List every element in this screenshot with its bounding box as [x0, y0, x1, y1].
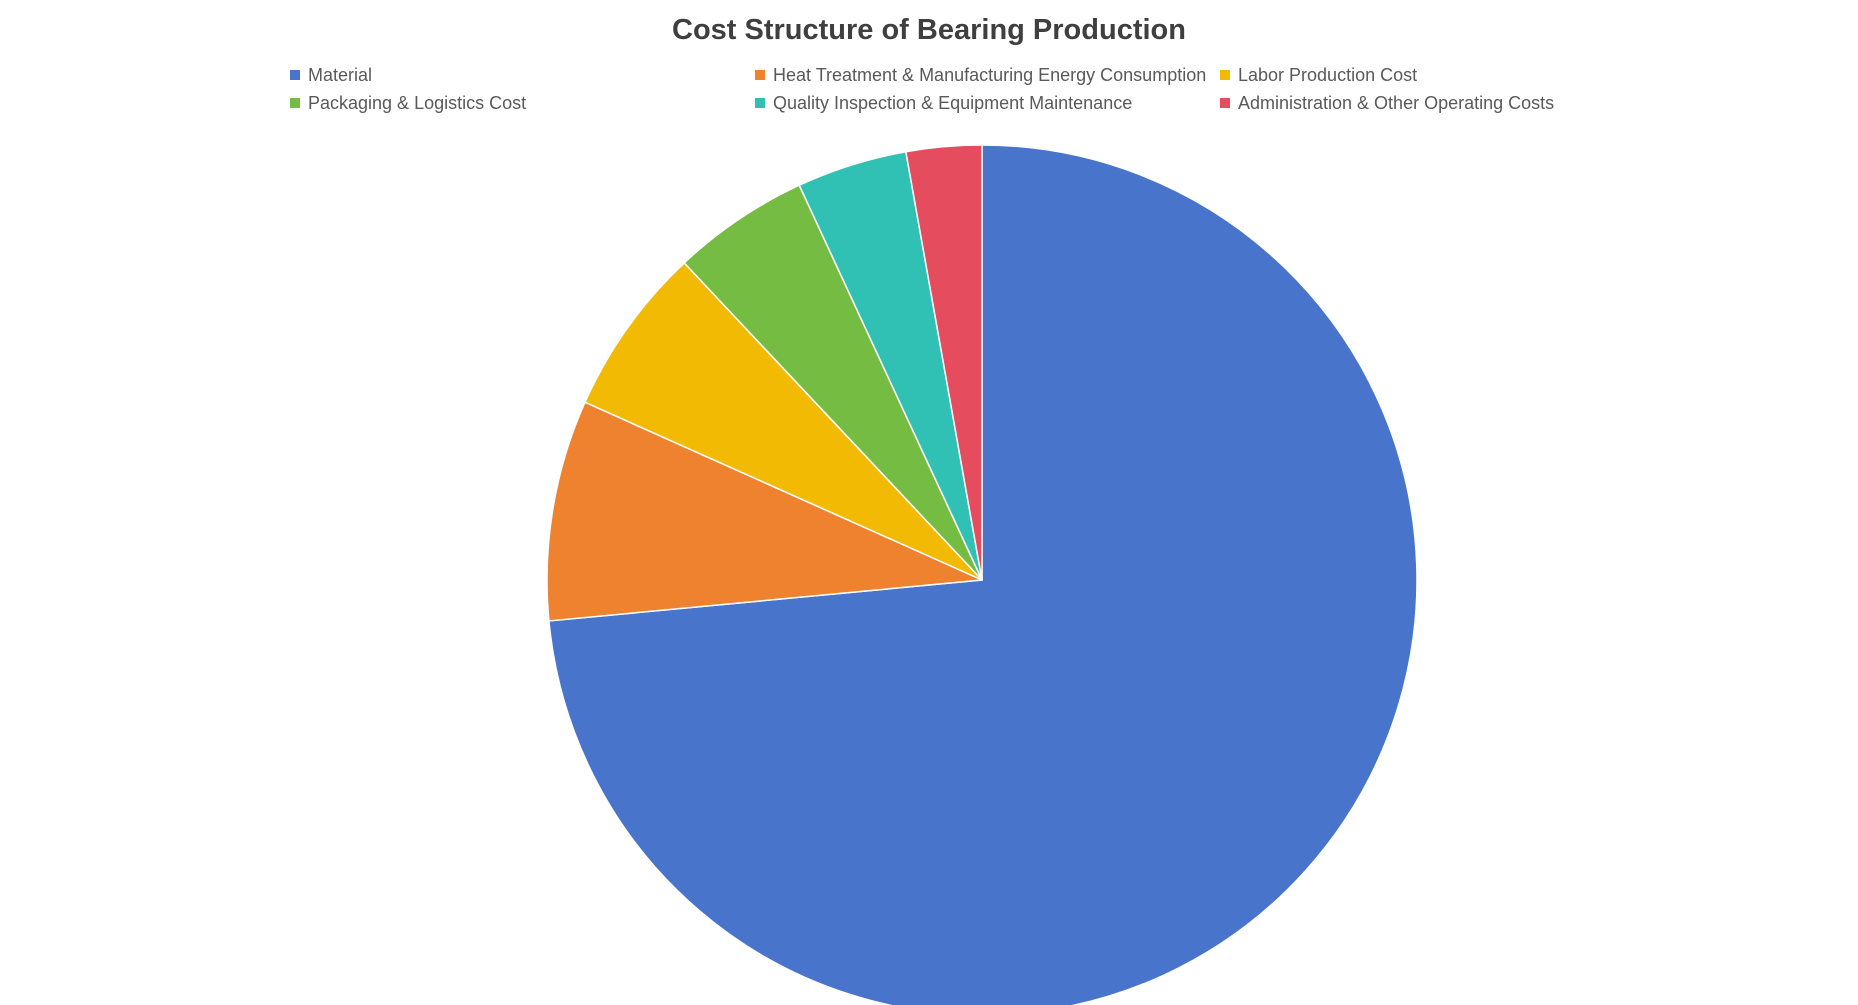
pie-slices: [546, 144, 1418, 1005]
legend-item-heat-treatment[interactable]: Heat Treatment & Manufacturing Energy Co…: [755, 64, 1220, 86]
legend-swatch: [290, 98, 300, 108]
legend-swatch: [290, 70, 300, 80]
pie-slice-labor-production-cost[interactable]: [584, 262, 983, 581]
legend-item-packaging[interactable]: Packaging & Logistics Cost: [290, 92, 755, 114]
legend-label: Labor Production Cost: [1238, 64, 1418, 85]
pie-slice-packaging-and-logistics-cost[interactable]: [683, 184, 983, 581]
chart-title: Cost Structure of Bearing Production: [672, 14, 1186, 46]
legend-item-administration[interactable]: Administration & Other Operating Costs: [1220, 92, 1650, 114]
legend-item-labor[interactable]: Labor Production Cost: [1220, 64, 1650, 86]
legend-label: Material: [308, 64, 373, 85]
legend-item-quality[interactable]: Quality Inspection & Equipment Maintenan…: [755, 92, 1220, 114]
pie-slice-heat-treatment-and-manufacturing-energy-consumption[interactable]: [546, 401, 983, 622]
legend-label: Packaging & Logistics Cost: [308, 92, 527, 113]
legend-label: Quality Inspection & Equipment Maintenan…: [773, 92, 1133, 113]
legend-item-material[interactable]: Material: [290, 64, 755, 86]
legend-swatch: [1220, 70, 1230, 80]
legend-label: Administration & Other Operating Costs: [1238, 92, 1555, 113]
legend: Material Heat Treatment & Manufacturing …: [290, 64, 1650, 114]
legend-swatch: [1220, 98, 1230, 108]
legend-swatch: [755, 70, 765, 80]
pie-slice-material[interactable]: [548, 144, 1418, 1005]
legend-swatch: [755, 98, 765, 108]
pie-slice-administration-and-other-operating-costs[interactable]: [905, 144, 983, 581]
legend-label: Heat Treatment & Manufacturing Energy Co…: [773, 64, 1207, 85]
